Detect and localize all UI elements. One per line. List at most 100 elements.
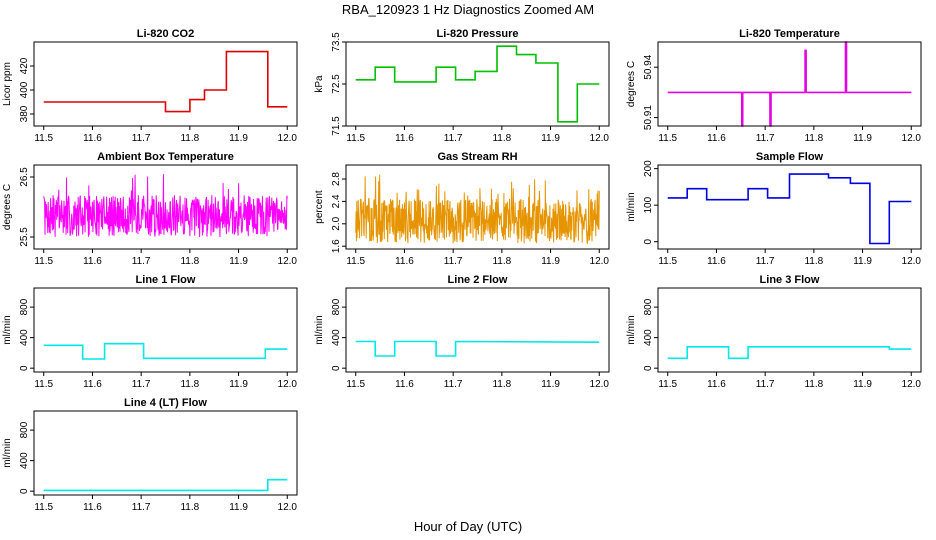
x-tick-label: 11.8 <box>804 379 823 390</box>
y-tick-label: 73.5 <box>331 32 342 52</box>
x-tick-label: 11.7 <box>132 379 151 390</box>
x-tick-label: 11.9 <box>229 133 248 144</box>
series-line <box>43 342 288 360</box>
x-tick-label: 11.5 <box>658 379 677 390</box>
series-line <box>43 50 288 113</box>
y-tick-label: 200 <box>643 160 654 177</box>
panel-title: Line 2 Flow <box>448 274 508 286</box>
chart-panel-9: Line 3 Flow ml/min 11.5 11.6 11.7 11.8 11.9 12.… <box>626 274 922 390</box>
y-tick-label: 380 <box>19 105 30 122</box>
chart-panel-3: Li-820 Temperature degrees C 11.5 11.6 11.7 1… <box>626 28 922 144</box>
panel-title: Li-820 CO2 <box>137 28 194 40</box>
x-tick-label: 11.5 <box>346 256 365 267</box>
x-tick-label: 11.8 <box>180 379 199 390</box>
x-tick-label: 11.7 <box>444 133 463 144</box>
x-tick-label: 12.0 <box>278 379 298 390</box>
y-tick-label: 400 <box>643 329 654 346</box>
x-tick-label: 11.6 <box>83 502 102 513</box>
x-tick-label: 11.7 <box>132 502 151 513</box>
y-axis-label: ml/min <box>2 315 13 344</box>
y-tick-label: 400 <box>19 452 30 469</box>
panel-title: Li-820 Pressure <box>437 28 519 40</box>
x-tick-label: 12.0 <box>278 502 298 513</box>
plot-frame <box>657 287 922 373</box>
figure-title: RBA_120923 1 Hz Diagnostics Zoomed AM <box>342 2 594 17</box>
x-tick-label: 11.7 <box>132 256 151 267</box>
y-axis-label: degrees C <box>2 184 13 230</box>
x-tick-label: 11.6 <box>707 379 726 390</box>
panel-title: Ambient Box Temperature <box>97 151 234 163</box>
plot-frame <box>345 41 610 127</box>
x-tick-label: 12.0 <box>278 133 298 144</box>
series-line <box>43 478 288 492</box>
chart-panel-5: Gas Stream RH percent 11.5 11.6 11.7 11.8 11.9… <box>314 151 610 267</box>
panel-title: Line 4 (LT) Flow <box>124 397 207 409</box>
series-line <box>355 174 600 245</box>
x-tick-label: 11.6 <box>395 256 414 267</box>
x-tick-label: 11.9 <box>541 133 560 144</box>
x-tick-label: 12.0 <box>278 256 298 267</box>
chart-panel-10: Line 4 (LT) Flow ml/min 11.5 11.6 11.7 11.8 11… <box>2 397 298 513</box>
x-tick-label: 11.5 <box>346 133 365 144</box>
y-tick-label: 50.94 <box>643 54 654 79</box>
x-tick-label: 11.6 <box>707 133 726 144</box>
x-tick-label: 11.9 <box>229 256 248 267</box>
y-axis-label: percent <box>314 190 325 224</box>
y-tick-label: 72.5 <box>331 74 342 94</box>
x-tick-label: 11.7 <box>756 379 775 390</box>
panel-title: Sample Flow <box>756 151 824 163</box>
panel-title: Line 3 Flow <box>760 274 820 286</box>
x-tick-label: 11.5 <box>34 502 53 513</box>
plot-frame <box>33 410 298 496</box>
x-tick-label: 11.5 <box>658 256 677 267</box>
y-axis-label: Licor ppm <box>2 62 13 106</box>
y-tick-label: 800 <box>19 298 30 315</box>
plot-frame <box>345 164 610 250</box>
x-tick-label: 11.6 <box>83 133 102 144</box>
series-line <box>43 174 288 238</box>
x-tick-label: 11.5 <box>34 133 53 144</box>
x-tick-label: 11.9 <box>541 256 560 267</box>
series-line <box>667 173 912 245</box>
y-tick-label: 400 <box>331 329 342 346</box>
x-tick-label: 11.8 <box>180 133 199 144</box>
y-tick-label: 800 <box>19 421 30 438</box>
y-tick-label: 25.5 <box>19 227 30 247</box>
y-tick-label: 400 <box>19 329 30 346</box>
y-axis-label: kPa <box>314 75 325 93</box>
x-tick-label: 12.0 <box>902 256 922 267</box>
x-tick-label: 12.0 <box>590 256 610 267</box>
y-tick-label: 26.5 <box>19 167 30 187</box>
x-tick-label: 11.8 <box>180 502 199 513</box>
x-tick-label: 11.6 <box>395 379 414 390</box>
y-tick-label: 0 <box>643 365 654 371</box>
series-line <box>667 345 912 360</box>
series-line <box>355 45 600 123</box>
y-tick-label: 420 <box>19 57 30 74</box>
x-tick-label: 11.8 <box>804 256 823 267</box>
x-tick-label: 11.9 <box>853 379 872 390</box>
x-tick-label: 11.5 <box>34 379 53 390</box>
figure-x-axis-label: Hour of Day (UTC) <box>414 519 522 534</box>
y-tick-label: 800 <box>331 298 342 315</box>
chart-panel-1: Li-820 CO2 Licor ppm 11.5 11.6 11.7 11.8 11.9 1… <box>2 28 298 144</box>
x-tick-label: 11.6 <box>707 256 726 267</box>
y-tick-label: 400 <box>19 81 30 98</box>
x-tick-label: 11.7 <box>756 133 775 144</box>
x-tick-label: 11.9 <box>229 379 248 390</box>
y-tick-label: 0 <box>331 365 342 371</box>
y-tick-label: 0 <box>19 488 30 494</box>
y-axis-label: degrees C <box>626 61 637 107</box>
y-tick-label: 100 <box>643 196 654 213</box>
x-tick-label: 11.5 <box>34 256 53 267</box>
x-tick-label: 11.7 <box>444 256 463 267</box>
y-tick-label: 800 <box>643 298 654 315</box>
chart-panel-2: Li-820 Pressure kPa 11.5 11.6 11.7 11.8 11.9 12… <box>314 28 610 144</box>
y-axis-label: ml/min <box>626 315 637 344</box>
plot-frame <box>657 41 922 127</box>
plot-frame <box>33 287 298 373</box>
chart-panel-4: Ambient Box Temperature degrees C 11.5 11.6… <box>2 151 298 267</box>
y-tick-label: 0 <box>19 365 30 371</box>
